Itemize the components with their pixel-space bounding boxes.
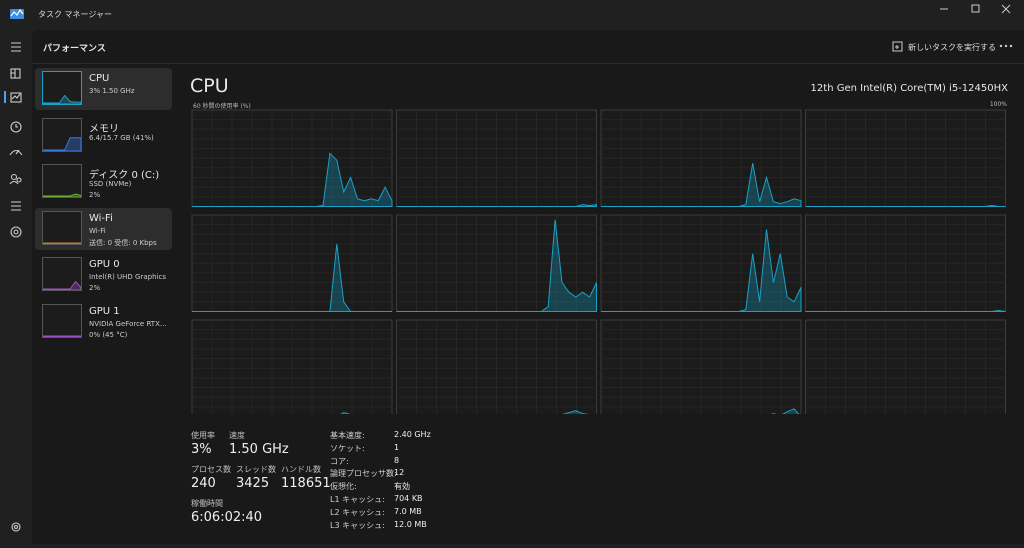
cpu-usage-area [771,408,800,414]
more-menu[interactable] [998,43,1014,49]
sidebar-item[interactable]: CPU 3% 1.50 GHz [35,68,172,110]
sidebar-thumbnail [42,257,82,291]
app-icon [10,8,24,19]
stat-value: 1.50 GHz [229,442,289,457]
cpu-usage-area [192,152,393,207]
spec-label: L3 キャッシュ: [330,520,385,530]
spec-value: 1 [394,442,400,452]
stat-value: 118651 [281,476,331,491]
sidebar-detail: 6.4/15.7 GB (41%) [89,133,154,142]
spec-label: コア: [330,456,349,466]
spec-label: 仮想化: [330,482,357,492]
spec-value: 7.0 MB [394,506,422,516]
sparkline [43,94,81,104]
cpu-model: 12th Gen Intel(R) Core(TM) i5-12450HX [810,83,1008,94]
sparkline [43,136,81,151]
nav-icons[interactable] [0,30,32,544]
sparkline [43,280,81,290]
cpu-usage-area [601,229,802,312]
sidebar-item[interactable]: GPU 0 Intel(R) UHD Graphics 2% [35,254,172,296]
stat-label: 稼働時間 [191,499,223,508]
sidebar-detail: 2% [89,191,101,199]
spec-value: 2.40 GHz [394,430,431,439]
sidebar-item[interactable]: GPU 1 NVIDIA GeForce RTX... 0% (45 °C) [35,301,172,343]
spec-value: 12 [394,468,405,478]
spec-label: 基本速度: [330,431,365,440]
spec-label: ソケット: [330,443,365,453]
sparkline [43,193,81,197]
divider [32,63,1024,64]
window-title: タスク マネージャー [38,10,112,19]
title-bar: タスク マネージャー [0,0,1024,30]
sparkline [43,242,81,244]
stat-label: 使用率 [191,431,215,440]
cpu-usage-area [805,309,1006,312]
sidebar-thumbnail [42,303,82,338]
sidebar-detail: NVIDIA GeForce RTX... [89,319,167,328]
cpu-usage-area [396,204,597,207]
axis-max: 100% [989,101,1007,108]
sidebar-detail: Wi-Fi [89,226,106,235]
sidebar-name: GPU 1 [89,305,120,317]
spec-value: 8 [394,455,400,465]
cpu-graphs [191,109,1006,414]
sidebar-thumbnail [42,164,82,198]
stat-label: プロセス数 [191,465,231,474]
spec-label: L1 キャッシュ: [330,495,385,504]
sidebar-name: CPU [89,73,110,84]
stat-label: ハンドル数 [281,465,321,474]
page-title: パフォーマンス [43,44,106,54]
run-task-button[interactable]: 新しいタスクを実行する [908,43,996,52]
main-title: CPU [190,75,229,97]
stat-value: 6:06:02:40 [191,510,263,525]
stat-value: 3425 [236,476,270,491]
spec-value: 12.0 MB [394,519,427,529]
spec-value: 704 KB [394,494,423,503]
stat-value: 3% [191,442,212,457]
spec-value: 有効 [394,482,410,492]
sidebar-detail: SSD (NVMe) [89,180,132,188]
sidebar-name: Wi-Fi [89,212,113,224]
spec-label: L2 キャッシュ: [330,507,385,517]
sidebar-item[interactable]: Wi-Fi Wi-Fi 送信: 0 受信: 0 Kbps [35,207,172,250]
spec-label: 論理プロセッサ数: [330,469,397,479]
sidebar-name: GPU 0 [89,259,120,270]
stat-label: スレッド数 [236,465,276,474]
sidebar-name: メモリ [89,123,119,135]
window-controls[interactable] [930,0,1024,22]
cpu-usage-area [396,219,597,312]
stat-value: 240 [191,476,216,491]
sidebar-detail: 送信: 0 受信: 0 Kbps [89,238,157,247]
cpu-usage-area [562,410,589,414]
sidebar-name: ディスク 0 (C:) [89,170,160,181]
cpu-usage-area [805,204,1006,207]
sidebar-detail: 2% [89,284,101,292]
stat-label: 速度 [229,431,245,440]
nav-rail [0,30,32,544]
sidebar-thumbnail [42,210,82,245]
sidebar-item[interactable]: メモリ 6.4/15.7 GB (41%) [35,115,172,157]
sidebar-detail: 3% 1.50 GHz [89,87,135,95]
sidebar-item[interactable]: ディスク 0 (C:) SSD (NVMe) 2% [35,161,172,203]
cpu-usage-area [192,243,392,312]
cpu-usage-area [601,163,802,207]
sparkline [43,335,81,337]
cpu-usage-area [340,412,351,414]
sidebar-thumbnail [42,117,82,152]
sidebar-thumbnail [42,71,82,105]
sidebar-detail: 0% (45 °C) [89,330,128,339]
run-task-icon[interactable] [892,41,904,53]
axis-label: 60 秒間の使用率 (%) [193,103,251,110]
sidebar-detail: Intel(R) UHD Graphics [89,273,166,281]
